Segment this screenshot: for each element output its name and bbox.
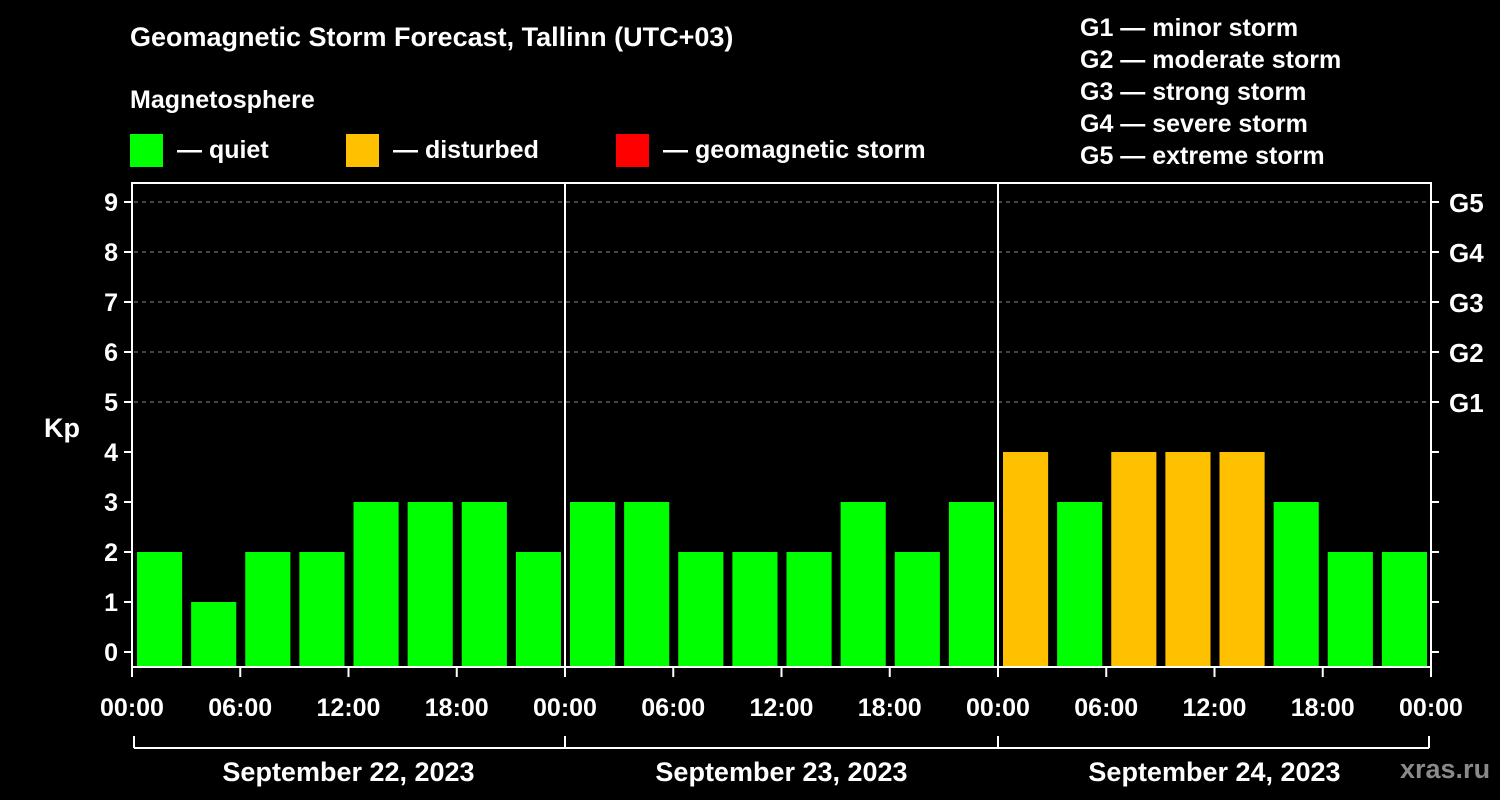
y-tick-label: 0: [104, 639, 118, 667]
kp-bar: [461, 502, 507, 666]
kp-bar: [515, 552, 561, 666]
kp-bar: [137, 552, 183, 666]
kp-bar: [1003, 452, 1049, 666]
y-tick-label: 9: [104, 189, 118, 217]
x-tick-label: 12:00: [317, 694, 381, 722]
kp-bar: [732, 552, 778, 666]
g-level-label: G5: [1449, 188, 1484, 218]
legend-item-storm: — geomagnetic storm: [616, 133, 926, 167]
y-tick-label: 6: [104, 339, 118, 367]
legend-swatch-quiet: [130, 133, 163, 167]
legend-title: Magnetosphere: [130, 86, 315, 114]
kp-bar: [1111, 452, 1157, 666]
x-tick-label: 06:00: [208, 694, 272, 722]
y-tick-label: 5: [104, 389, 118, 417]
kp-bar: [1165, 452, 1211, 666]
day-label: September 24, 2023: [1088, 757, 1340, 787]
kp-bar: [894, 552, 940, 666]
g-scale-item-g4: G4 — severe storm: [1080, 110, 1308, 138]
y-tick-label: 4: [104, 439, 118, 467]
kp-bar: [407, 502, 453, 666]
g-scale-item-g5: G5 — extreme storm: [1080, 142, 1325, 170]
x-tick-label: 06:00: [1074, 694, 1138, 722]
watermark: xras.ru: [1400, 754, 1491, 784]
x-tick-label: 18:00: [1291, 694, 1355, 722]
x-tick-label: 00:00: [100, 694, 164, 722]
legend-label-quiet: — quiet: [177, 135, 269, 164]
x-tick-label: 18:00: [858, 694, 922, 722]
y-tick-label: 2: [104, 539, 118, 567]
legend-item-disturbed: — disturbed: [346, 133, 539, 167]
g-level-label: G2: [1449, 338, 1484, 368]
kp-bar: [948, 502, 994, 666]
y-tick-label: 3: [104, 489, 118, 517]
x-tick-label: 00:00: [533, 694, 597, 722]
kp-bar: [1327, 552, 1373, 666]
kp-bar: [678, 552, 724, 666]
y-axis-label: Kp: [44, 413, 80, 443]
kp-bar: [245, 552, 291, 666]
g-level-label: G3: [1449, 288, 1484, 318]
kp-bar: [840, 502, 886, 666]
x-tick-label: 12:00: [1183, 694, 1247, 722]
kp-bar: [570, 502, 616, 666]
g-scale-item-g1: G1 — minor storm: [1080, 14, 1299, 42]
day-label: September 23, 2023: [655, 757, 907, 787]
kp-bar: [786, 552, 832, 666]
kp-bar: [191, 602, 237, 666]
legend-swatch-disturbed: [346, 133, 379, 167]
g-scale-item-g2: G2 — moderate storm: [1080, 46, 1342, 74]
kp-bar: [1057, 502, 1103, 666]
x-tick-label: 18:00: [425, 694, 489, 722]
g-scale-list: G1 — minor storm G2 — moderate storm G3 …: [1080, 12, 1341, 172]
g-scale-item-g3: G3 — strong storm: [1080, 78, 1307, 106]
legend-label-disturbed: — disturbed: [393, 135, 539, 164]
chart-title: Geomagnetic Storm Forecast, Tallinn (UTC…: [130, 22, 734, 52]
legend-swatch-storm: [616, 133, 649, 167]
x-tick-label: 00:00: [1399, 694, 1463, 722]
x-tick-label: 00:00: [966, 694, 1030, 722]
day-label: September 22, 2023: [222, 757, 474, 787]
y-tick-label: 8: [104, 239, 118, 267]
kp-bar: [299, 552, 345, 666]
kp-bar: [624, 502, 670, 666]
legend-item-quiet: — quiet: [130, 133, 269, 167]
x-tick-label: 06:00: [641, 694, 705, 722]
y-tick-label: 1: [104, 589, 118, 617]
kp-bar: [1381, 552, 1427, 666]
g-level-label: G4: [1449, 238, 1484, 268]
y-tick-label: 7: [104, 289, 118, 317]
x-tick-label: 12:00: [750, 694, 814, 722]
g-level-label: G1: [1449, 388, 1484, 418]
legend-label-storm: — geomagnetic storm: [663, 135, 926, 164]
kp-bar: [353, 502, 399, 666]
kp-bar: [1219, 452, 1265, 666]
kp-bar: [1273, 502, 1319, 666]
